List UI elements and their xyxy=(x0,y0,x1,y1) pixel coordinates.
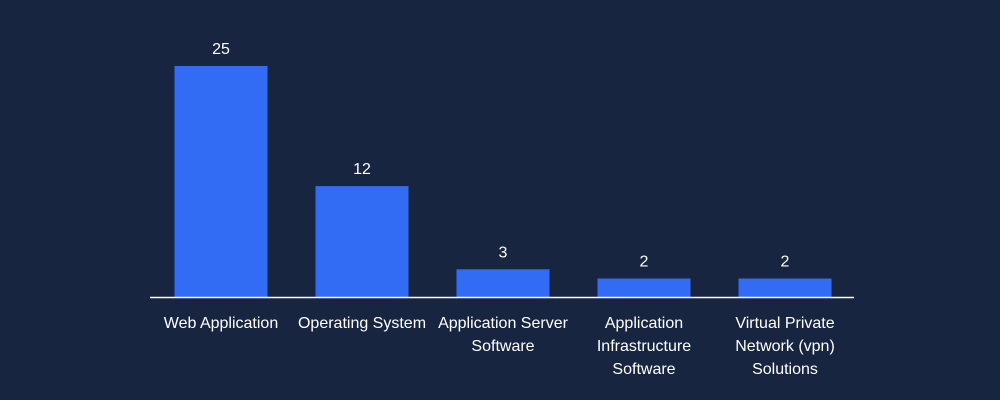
category-label-line: Infrastructure xyxy=(597,338,691,355)
bar-value-label: 2 xyxy=(640,254,649,271)
value-labels-group: 25 12 3 2 2 xyxy=(212,41,789,271)
category-label: Application Infrastructure Software xyxy=(597,315,691,378)
category-label-line: Software xyxy=(612,361,675,378)
bar xyxy=(456,269,550,297)
bar-value-label: 12 xyxy=(353,161,371,178)
bar-value-label: 3 xyxy=(499,244,508,261)
bar-value-label: 25 xyxy=(212,41,230,58)
bar-value-label: 2 xyxy=(781,254,790,271)
bar xyxy=(597,278,691,297)
category-labels-group: Web Application Operating System Applicati… xyxy=(164,315,835,378)
category-label-line: Operating System xyxy=(298,315,426,332)
category-label: Virtual Private Network (vpn) Solutions xyxy=(735,315,835,378)
category-label-line: Web Application xyxy=(164,315,278,332)
category-label-line: Software xyxy=(471,338,534,355)
bar xyxy=(738,278,832,297)
category-label-line: Application Server xyxy=(438,315,569,332)
category-label-line: Solutions xyxy=(752,361,818,378)
category-label: Operating System xyxy=(298,315,426,332)
category-label-line: Application xyxy=(605,315,683,332)
bar xyxy=(174,66,268,297)
bar xyxy=(315,186,409,297)
category-label: Web Application xyxy=(164,315,278,332)
category-label-line: Virtual Private xyxy=(735,315,834,332)
category-label-line: Network (vpn) xyxy=(735,338,835,355)
category-label: Application Server Software xyxy=(438,315,569,355)
bars-group xyxy=(174,66,832,297)
